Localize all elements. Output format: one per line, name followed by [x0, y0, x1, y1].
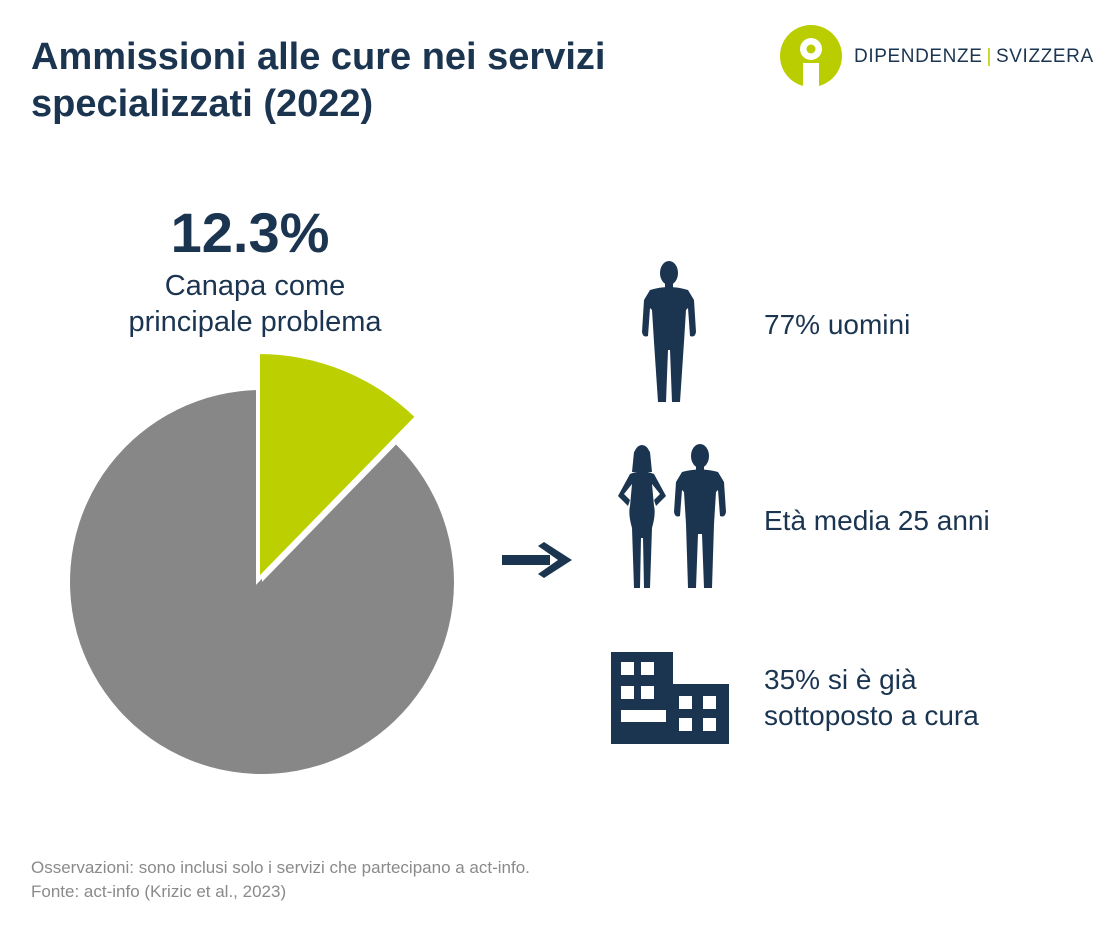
logo-mark-icon [780, 25, 842, 87]
stat-prior-care-line-1: 35% si è già [764, 664, 917, 695]
footnote: Osservazioni: sono inclusi solo i serviz… [31, 856, 530, 904]
stat-prior-care-line-2: sottoposto a cura [764, 700, 979, 731]
pie-slice-other [70, 390, 454, 774]
headline-label: Canapa come principale problema [90, 268, 420, 340]
title-line-1: Ammissioni alle cure nei servizi [31, 36, 606, 78]
headline-label-line-2: principale problema [128, 306, 382, 338]
title-line-2: specializzati (2022) [31, 83, 374, 125]
stat-men: 77% uomini [764, 309, 911, 340]
stat-prior-care: 35% si è già sottoposto a cura [764, 662, 979, 734]
footnote-observations: Osservazioni: sono inclusi solo i serviz… [31, 858, 530, 877]
footnote-source: Fonte: act-info (Krizic et al., 2023) [31, 882, 287, 901]
logo-text: DIPENDENZE | SVIZZERA [854, 46, 1094, 68]
logo-separator: | [986, 46, 993, 67]
pie-chart [70, 349, 454, 774]
logo-name-part-2: SVIZZERA [996, 46, 1094, 67]
arrow-right-icon [502, 542, 572, 578]
man-silhouette-icon [642, 261, 696, 402]
logo-name-part-1: DIPENDENZE [854, 46, 983, 67]
couple-silhouette-icon [618, 444, 726, 588]
logo: DIPENDENZE | SVIZZERA [780, 25, 1093, 87]
page-title: Ammissioni alle cure nei servizi special… [31, 34, 751, 128]
pie-slice-cannabis [256, 349, 421, 585]
headline-label-line-1: Canapa come [164, 270, 346, 302]
headline-value: 12.3% [170, 201, 330, 264]
building-icon [611, 652, 729, 744]
stat-age: Età media 25 anni [764, 505, 990, 536]
